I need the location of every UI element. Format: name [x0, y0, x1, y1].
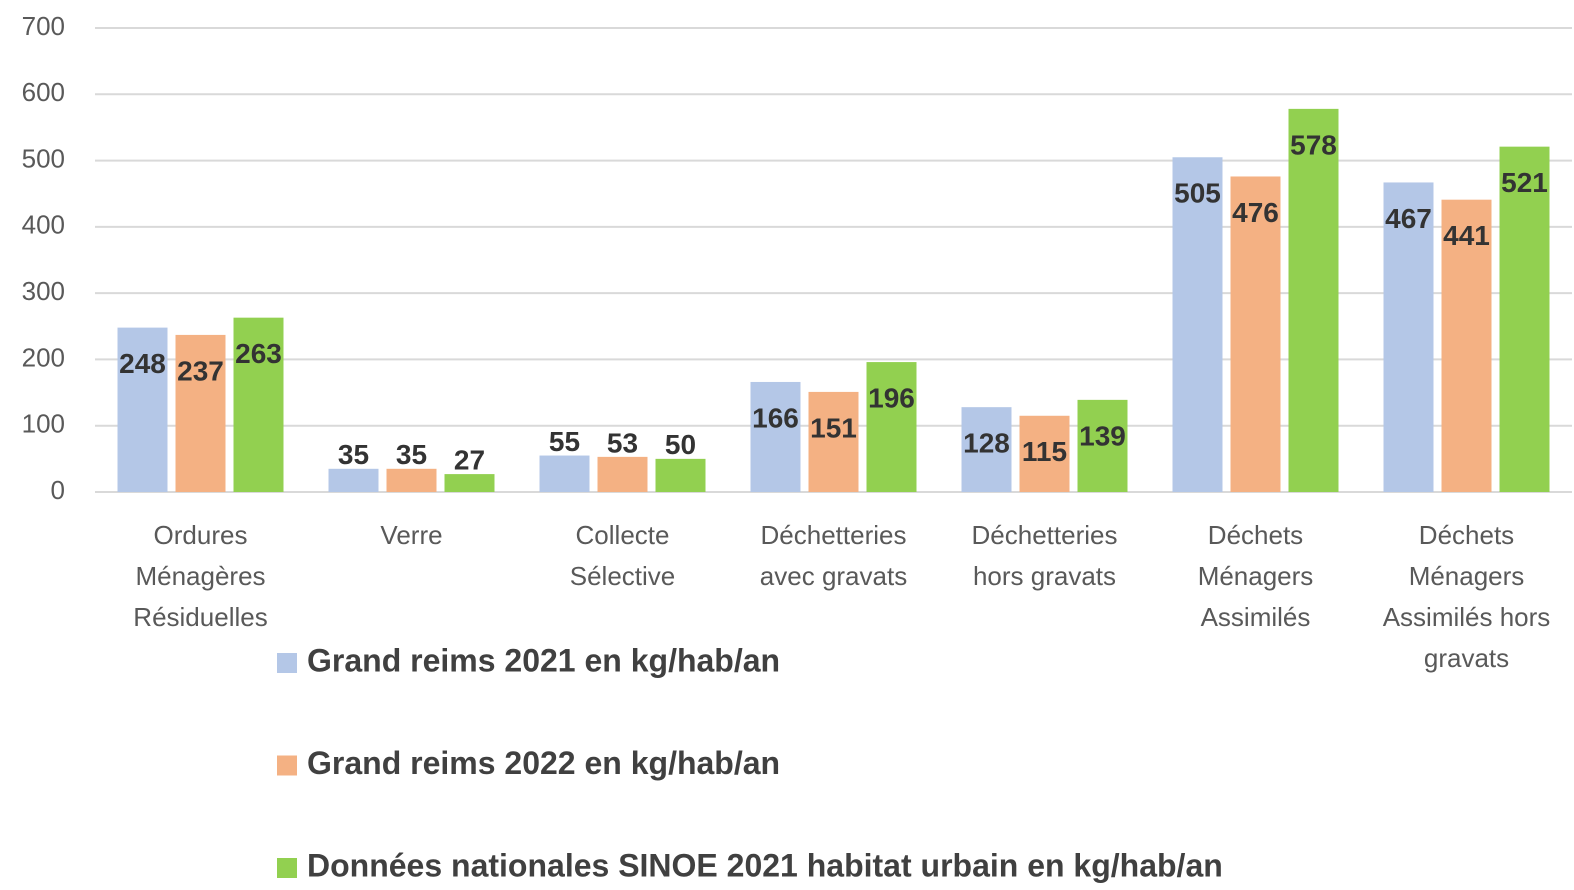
- data-label: 237: [177, 355, 224, 386]
- bar: [750, 381, 801, 492]
- bar: [866, 362, 917, 492]
- x-tick-label: Collecte Sélective: [569, 520, 676, 591]
- data-label: 196: [868, 382, 915, 413]
- data-label: 35: [338, 439, 369, 470]
- bar: [655, 458, 706, 492]
- bar: [328, 468, 379, 492]
- bar: [539, 455, 590, 492]
- data-label: 27: [454, 444, 485, 475]
- bar: [233, 317, 284, 492]
- bar: [597, 456, 648, 492]
- bar: [386, 468, 437, 492]
- bar: [1172, 157, 1223, 492]
- bar: [1383, 182, 1434, 492]
- data-label: 505: [1174, 178, 1221, 209]
- bar: [1441, 199, 1492, 492]
- bar: [1077, 399, 1128, 492]
- data-label: 467: [1385, 203, 1432, 234]
- data-label: 53: [607, 427, 638, 458]
- legend-label: Grand reims 2021 en kg/hab/an: [307, 642, 780, 678]
- bar: [1499, 146, 1550, 492]
- legend-swatch: [277, 653, 297, 673]
- data-label: 263: [235, 338, 282, 369]
- bar: [1019, 415, 1070, 492]
- data-label: 128: [963, 428, 1010, 459]
- y-tick-label: 200: [22, 342, 65, 372]
- data-label: 166: [752, 402, 799, 433]
- data-label: 248: [119, 348, 166, 379]
- y-tick-label: 0: [51, 475, 65, 505]
- y-tick-label: 300: [22, 276, 65, 306]
- legend-label: Grand reims 2022 en kg/hab/an: [307, 745, 780, 781]
- legend-swatch: [277, 755, 297, 776]
- legend-swatch: [277, 858, 297, 878]
- y-tick-label: 400: [22, 210, 65, 240]
- data-label: 476: [1232, 197, 1279, 228]
- bar: [117, 327, 168, 492]
- data-label: 55: [549, 426, 580, 457]
- bar: [1288, 108, 1339, 493]
- legend-label: Données nationales SINOE 2021 habitat ur…: [307, 847, 1223, 883]
- data-label: 139: [1079, 420, 1126, 451]
- x-tick-label: Verre: [380, 520, 443, 550]
- x-tick-label: Déchetteries hors gravats: [971, 520, 1118, 591]
- bar: [1230, 176, 1281, 493]
- x-tick-label: Déchets Ménagers Assimilés: [1197, 520, 1314, 632]
- data-label: 521: [1501, 167, 1548, 198]
- y-tick-label: 100: [22, 409, 65, 439]
- x-tick-label: Déchets Ménagers Assimilés hors gravats: [1382, 520, 1551, 673]
- y-tick-label: 700: [22, 11, 65, 41]
- bar: [175, 334, 226, 492]
- bar: [961, 407, 1012, 492]
- data-label: 50: [665, 429, 696, 460]
- x-tick-label: Ordures Ménagères Résiduelles: [133, 520, 268, 632]
- data-label: 151: [810, 412, 857, 443]
- data-label: 115: [1022, 436, 1067, 467]
- data-label: 441: [1443, 220, 1490, 251]
- data-label: 35: [396, 439, 427, 470]
- data-label: 578: [1290, 129, 1337, 160]
- x-tick-label: Déchetteries avec gravats: [759, 520, 908, 591]
- bar: [444, 474, 495, 492]
- bar: [808, 391, 859, 492]
- y-tick-label: 600: [22, 77, 65, 107]
- y-tick-label: 500: [22, 143, 65, 173]
